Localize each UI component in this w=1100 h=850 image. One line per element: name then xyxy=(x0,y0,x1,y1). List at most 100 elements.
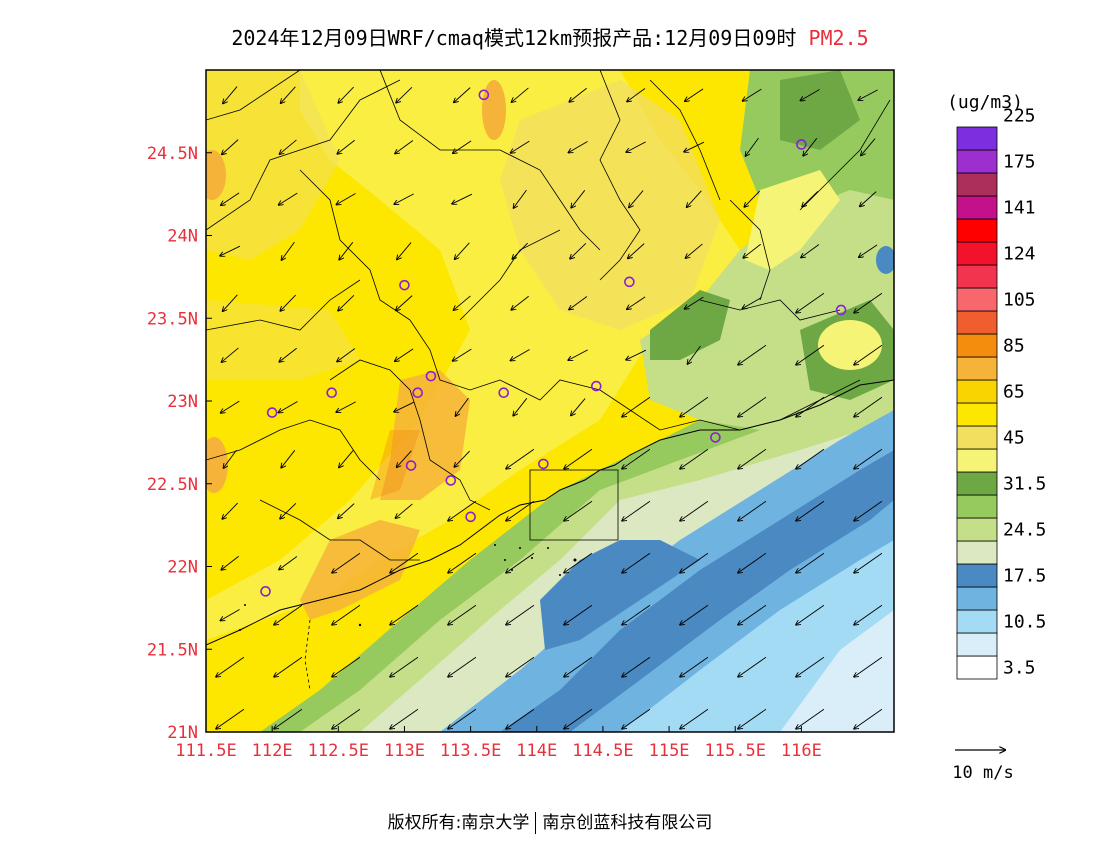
wind-arrow xyxy=(222,502,238,519)
wind-arrow xyxy=(390,604,419,625)
x-tick-label: 113.5E xyxy=(440,741,501,761)
wind-arrow xyxy=(796,656,825,677)
wind-arrow xyxy=(396,295,413,311)
wind-arrow xyxy=(738,448,767,469)
wind-arrow xyxy=(564,604,593,625)
wind-arrow xyxy=(738,396,767,417)
footer-right: 南京创蓝科技有限公司 xyxy=(542,813,713,833)
wind-arrow xyxy=(680,656,709,677)
wind-arrow xyxy=(280,294,296,311)
wind-arrow xyxy=(796,708,825,729)
wind-arrow xyxy=(738,500,767,521)
wind-arrow xyxy=(280,139,297,154)
wind-arrow xyxy=(569,87,587,102)
wind-arrow xyxy=(454,295,471,310)
wind-arrow xyxy=(506,448,535,469)
wind-arrow xyxy=(506,552,535,573)
wind-arrow xyxy=(738,604,767,625)
wind-arrow xyxy=(622,604,651,625)
wind-arrow xyxy=(332,604,361,625)
wind-arrow xyxy=(512,242,528,259)
wind-arrow xyxy=(685,88,704,101)
wind-arrow xyxy=(395,348,414,361)
wind-arrow xyxy=(220,245,241,256)
wind-arrow xyxy=(680,500,709,521)
wind-arrow xyxy=(396,503,413,518)
wind-arrow xyxy=(746,137,759,156)
x-tick-label: 115.5E xyxy=(705,741,766,761)
station-marker xyxy=(591,380,602,392)
wind-arrow xyxy=(680,708,709,729)
wind-arrow xyxy=(738,656,767,677)
wind-arrow xyxy=(742,297,762,309)
wind-arrow xyxy=(394,193,414,204)
wind-arrow xyxy=(453,140,472,153)
wind-arrow xyxy=(506,500,535,521)
wind-arrow xyxy=(274,708,303,729)
wind-arrow xyxy=(390,656,419,677)
wind-arrow xyxy=(337,139,355,154)
wind-arrow xyxy=(796,500,825,521)
wind-arrow xyxy=(796,552,825,573)
wind-arrow xyxy=(337,348,356,362)
wind-arrow xyxy=(687,190,702,207)
wind-arrow xyxy=(569,296,588,310)
wind-arrow xyxy=(854,552,883,573)
y-tick-label: 23.5N xyxy=(147,309,198,329)
station-marker xyxy=(835,304,847,316)
wind-arrow xyxy=(564,500,593,521)
wind-arrow xyxy=(861,138,876,156)
x-tick-label: 115E xyxy=(649,741,690,761)
wind-arrow xyxy=(279,192,298,205)
y-tick-label: 24.5N xyxy=(147,144,198,164)
station-marker xyxy=(445,475,457,486)
wind-arrow xyxy=(802,191,819,206)
station-marker xyxy=(326,387,337,399)
wind-arrow xyxy=(279,347,297,362)
wind-arrow xyxy=(854,656,883,677)
wind-arrow xyxy=(622,552,651,573)
wind-arrow xyxy=(338,503,355,519)
wind-arrow xyxy=(688,345,701,364)
wind-arrow xyxy=(564,552,593,573)
wind-arrow xyxy=(796,396,825,417)
wind-arrow xyxy=(854,604,883,625)
station-marker xyxy=(399,279,410,291)
chart-title: 2024年12月09日WRF/cmaq模式12km预报产品:12月09日09时 … xyxy=(0,22,1100,51)
wind-arrow xyxy=(510,349,530,361)
wind-arrow xyxy=(220,609,240,621)
wind-arrow xyxy=(279,556,298,570)
wind-arrow xyxy=(448,500,477,521)
footer-separator xyxy=(535,812,537,834)
y-tick-label: 21.5N xyxy=(147,640,198,660)
y-axis: 24.5N 24N 23.5N 23N 22.5N 22N 21.5N 21N xyxy=(147,144,212,743)
wind-arrow xyxy=(274,604,303,625)
wind-arrow xyxy=(512,87,529,102)
station-marker xyxy=(624,276,635,288)
wind-arrow xyxy=(686,243,703,258)
wind-arrow xyxy=(796,604,825,625)
wind-arrow xyxy=(514,189,527,208)
wind-arrow xyxy=(854,292,883,313)
wind-arrow xyxy=(390,708,419,729)
wind-arrow xyxy=(221,192,240,205)
wind-arrow xyxy=(280,503,297,518)
wind-arrow xyxy=(680,396,709,417)
wind-arrow xyxy=(397,242,412,260)
station-marker xyxy=(425,370,437,382)
wind-arrow xyxy=(800,89,820,101)
monitoring-stations xyxy=(260,89,847,597)
wind-arrow xyxy=(738,552,767,573)
wind-arrow xyxy=(332,552,361,573)
wind-arrow xyxy=(448,708,477,729)
wind-arrow xyxy=(339,242,354,259)
wind-arrow xyxy=(685,296,704,309)
wind-arrow xyxy=(854,708,883,729)
wind-arrow xyxy=(455,242,470,259)
station-marker xyxy=(478,89,490,101)
wind-arrow xyxy=(506,604,535,625)
y-tick-label: 21N xyxy=(167,723,198,743)
wind-arrow xyxy=(571,398,586,416)
wind-arrow xyxy=(397,450,412,467)
wind-arrow xyxy=(738,708,767,729)
